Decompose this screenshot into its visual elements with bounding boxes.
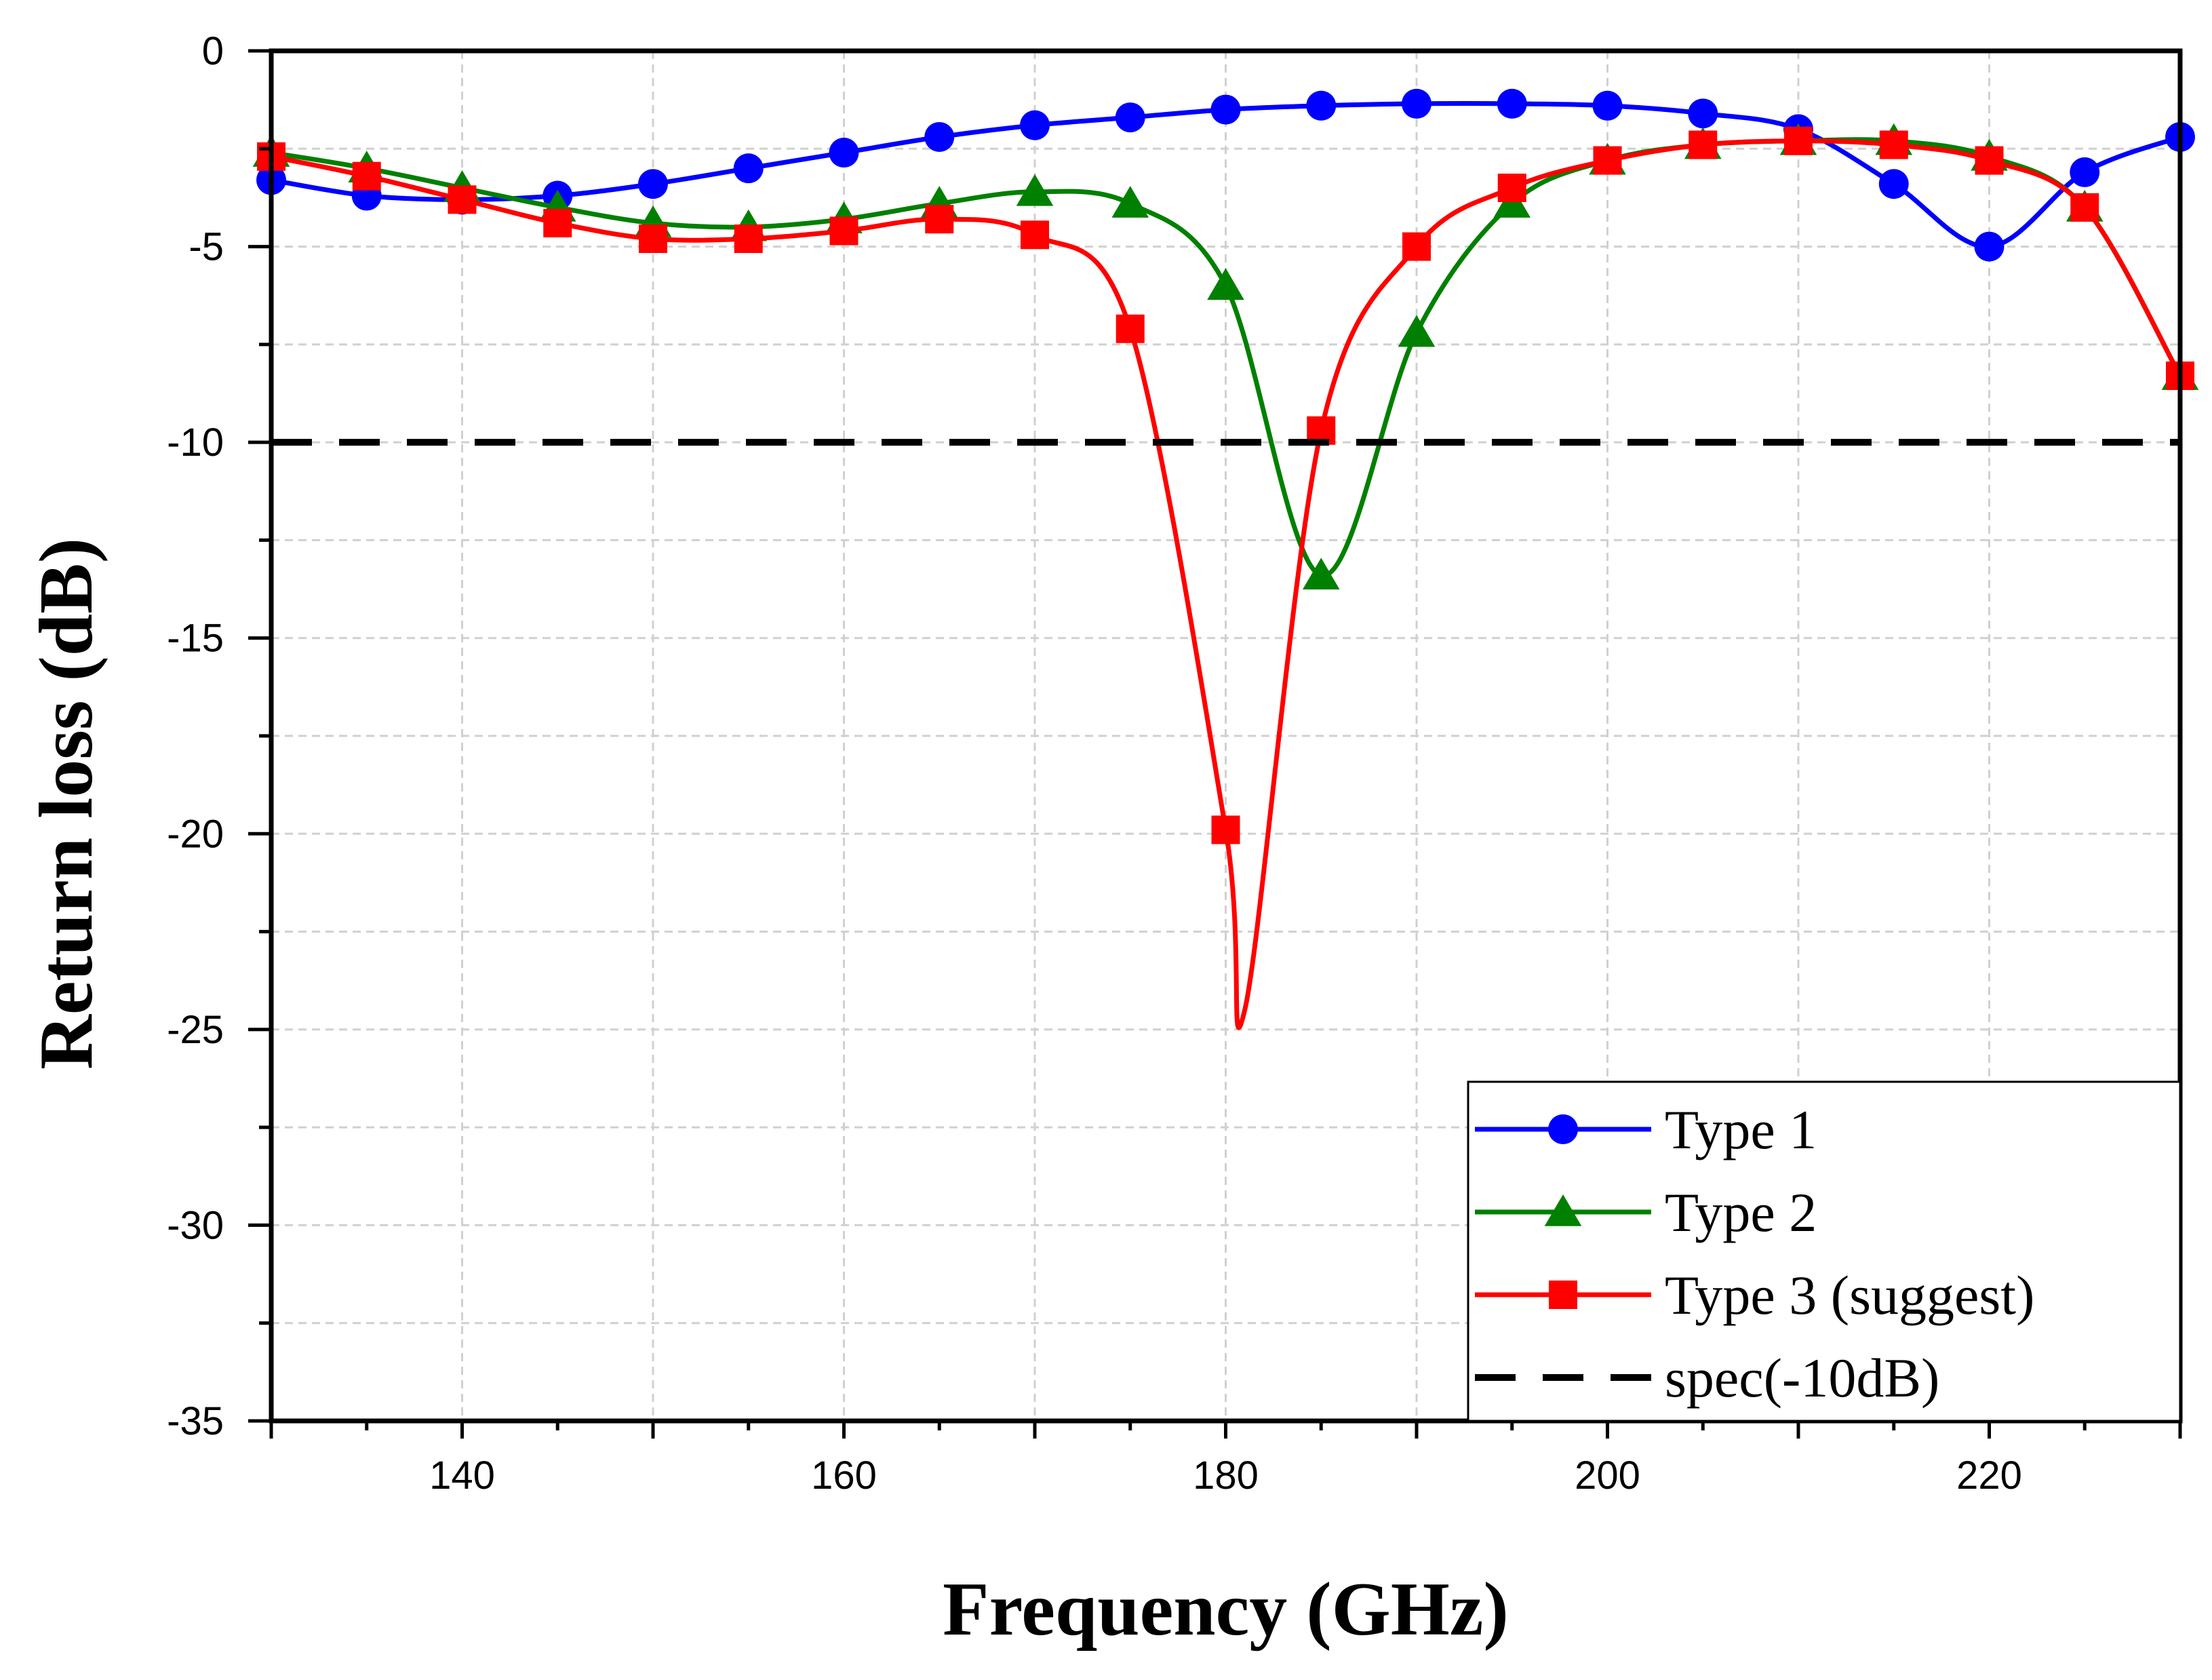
y-tick-label: -15 bbox=[167, 617, 224, 661]
data-point bbox=[1020, 110, 1050, 140]
data-point bbox=[1975, 146, 2004, 175]
legend-label: Type 3 (suggest) bbox=[1665, 1264, 2034, 1326]
data-point bbox=[2070, 157, 2100, 187]
data-point bbox=[925, 205, 954, 234]
tick-labels: 140 160 180 200 220 0 -5 -10 -15 -20 -25 -30 -35 bbox=[167, 29, 2022, 1498]
legend-label: Type 2 bbox=[1665, 1181, 1817, 1243]
data-point bbox=[1210, 94, 1241, 125]
data-point bbox=[1688, 130, 1718, 159]
y-tick-label: -20 bbox=[167, 812, 224, 856]
series-layer bbox=[252, 88, 2199, 1030]
data-point bbox=[1974, 231, 2004, 262]
data-point bbox=[1593, 146, 1622, 175]
legend-item-type-3-suggest: Type 3 (suggest) bbox=[1475, 1264, 2034, 1326]
y-axis-title: Return loss (dB) bbox=[24, 538, 108, 1070]
data-point bbox=[1115, 102, 1145, 133]
axis-ticks bbox=[248, 49, 2182, 1439]
data-point bbox=[1306, 90, 1337, 121]
y-tick-label: -30 bbox=[167, 1203, 224, 1247]
data-point bbox=[1021, 220, 1049, 250]
data-point bbox=[829, 216, 858, 246]
data-point bbox=[1784, 126, 1813, 155]
y-tick-label: -10 bbox=[167, 421, 224, 465]
y-tick-label: -25 bbox=[167, 1008, 224, 1052]
data-point bbox=[1878, 169, 1909, 199]
data-point bbox=[352, 161, 381, 191]
data-point bbox=[543, 208, 572, 237]
data-point bbox=[1115, 314, 1145, 343]
data-point bbox=[1497, 88, 1527, 119]
data-point bbox=[1688, 98, 1718, 129]
data-point bbox=[734, 224, 763, 254]
legend-label: Type 1 bbox=[1665, 1099, 1817, 1160]
data-point bbox=[1402, 232, 1431, 261]
legend-item-type-2: Type 2 bbox=[1475, 1181, 1817, 1243]
legend-box bbox=[1467, 1080, 2181, 1422]
x-tick-label: 140 bbox=[429, 1453, 495, 1498]
data-point bbox=[448, 185, 477, 214]
data-point bbox=[924, 121, 955, 152]
legend-item-spec-10db: spec(-10dB) bbox=[1475, 1347, 1939, 1409]
x-tick-label: 180 bbox=[1193, 1453, 1259, 1498]
data-point bbox=[638, 169, 668, 199]
x-tick-label: 220 bbox=[1956, 1453, 2022, 1498]
data-point bbox=[1402, 88, 1431, 119]
y-tick-label: -35 bbox=[167, 1399, 224, 1443]
y-tick-label: -5 bbox=[189, 225, 224, 269]
data-point bbox=[1207, 268, 1244, 300]
legend-marker bbox=[1548, 1114, 1578, 1144]
data-point bbox=[829, 138, 859, 168]
data-point bbox=[1111, 186, 1149, 218]
data-point bbox=[1302, 558, 1340, 590]
data-point bbox=[1398, 315, 1436, 347]
data-point bbox=[1016, 174, 1054, 206]
data-point bbox=[2070, 193, 2099, 222]
legend: Type 1 Type 2 Type 3 (suggest) spec(-10dB) bbox=[1467, 1080, 2181, 1422]
x-tick-label: 160 bbox=[811, 1453, 877, 1498]
x-axis-title: Frequency (GHz) bbox=[943, 1567, 1509, 1652]
data-point bbox=[1592, 90, 1623, 121]
data-point bbox=[1497, 174, 1526, 202]
legend-item-type-1: Type 1 bbox=[1475, 1099, 1817, 1160]
data-point bbox=[733, 153, 764, 184]
legend-marker bbox=[1549, 1281, 1577, 1309]
data-point bbox=[1211, 815, 1240, 844]
legend-marker bbox=[1544, 1194, 1582, 1226]
x-tick-label: 200 bbox=[1575, 1453, 1640, 1498]
series-type-3-suggest bbox=[257, 126, 2194, 1030]
series-line bbox=[271, 137, 2183, 578]
y-tick-label: 0 bbox=[202, 29, 224, 73]
legend-label: spec(-10dB) bbox=[1665, 1347, 1939, 1409]
data-point bbox=[1879, 130, 1908, 159]
data-point bbox=[639, 224, 667, 254]
